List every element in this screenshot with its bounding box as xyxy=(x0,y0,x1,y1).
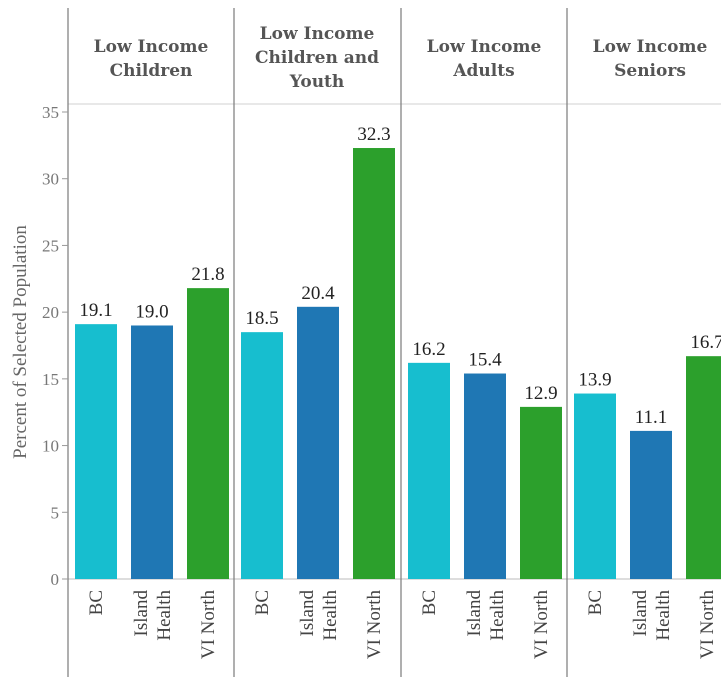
value-label: 12.9 xyxy=(524,383,557,404)
value-label: 19.0 xyxy=(135,301,168,322)
value-label: 16.2 xyxy=(412,339,445,360)
category-labels: BC Island Health VI North BC Island Health VI N… xyxy=(86,590,718,660)
bars xyxy=(75,148,721,580)
bar-panel2-0 xyxy=(408,362,450,579)
y-tick-label: 25 xyxy=(42,236,59,255)
category-label: VI North xyxy=(531,590,552,660)
y-tick-label: 0 xyxy=(51,570,60,589)
category-label: VI North xyxy=(364,590,385,660)
value-label: 18.5 xyxy=(245,308,278,329)
bar-panel3-2 xyxy=(686,356,721,579)
panel-title-2: Low Income Adults xyxy=(427,37,542,81)
panel-headers: Low Income Children Low Income Children and… xyxy=(94,24,708,92)
bar-panel2-1 xyxy=(464,373,506,579)
value-label: 15.4 xyxy=(468,350,502,371)
bar-panel1-1 xyxy=(297,306,339,579)
value-label: 13.9 xyxy=(578,370,611,391)
bar-panel2-2 xyxy=(520,406,562,579)
value-label: 11.1 xyxy=(635,407,668,428)
y-tick-label: 20 xyxy=(42,303,59,322)
category-label: Island Health xyxy=(630,590,674,641)
category-label: VI North xyxy=(697,590,718,660)
panel-dividers xyxy=(67,8,721,677)
y-axis: Percent of Selected Population 0 5 10 15 20 2… xyxy=(10,103,68,589)
panel-title-3: Low Income Seniors xyxy=(593,37,708,81)
category-label: Island Health xyxy=(464,590,508,641)
value-label: 16.7 xyxy=(690,332,721,353)
bar-panel0-1 xyxy=(131,325,173,579)
category-label: Island Health xyxy=(297,590,341,641)
category-label: BC xyxy=(419,590,440,615)
category-label: VI North xyxy=(198,590,219,660)
y-axis-title: Percent of Selected Population xyxy=(10,225,31,459)
y-tick-label: 30 xyxy=(42,170,59,189)
bar-panel1-0 xyxy=(241,332,283,579)
value-label: 20.4 xyxy=(301,283,335,304)
category-label: BC xyxy=(252,590,273,615)
category-label: Island Health xyxy=(131,590,175,641)
bar-panel0-0 xyxy=(75,324,117,579)
value-label: 19.1 xyxy=(79,300,112,321)
value-labels: 19.1 19.0 21.8 18.5 20.4 32.3 16.2 15.4 12.9 13.9… xyxy=(79,124,721,428)
bar-panel3-1 xyxy=(630,430,672,579)
bar-panel1-2 xyxy=(353,148,395,580)
bar-panel3-0 xyxy=(574,393,616,579)
bar-panel0-2 xyxy=(187,288,229,579)
y-tick-label: 5 xyxy=(51,503,60,522)
value-label: 32.3 xyxy=(357,124,390,145)
y-tick-label: 10 xyxy=(42,437,59,456)
y-tick-label: 35 xyxy=(42,103,59,122)
panel-title-0: Low Income Children xyxy=(94,37,209,81)
panel-title-1: Low Income Children and Youth xyxy=(255,24,379,92)
y-tick-label: 15 xyxy=(42,370,59,389)
category-label: BC xyxy=(585,590,606,615)
category-label: BC xyxy=(86,590,107,615)
value-label: 21.8 xyxy=(191,264,224,285)
